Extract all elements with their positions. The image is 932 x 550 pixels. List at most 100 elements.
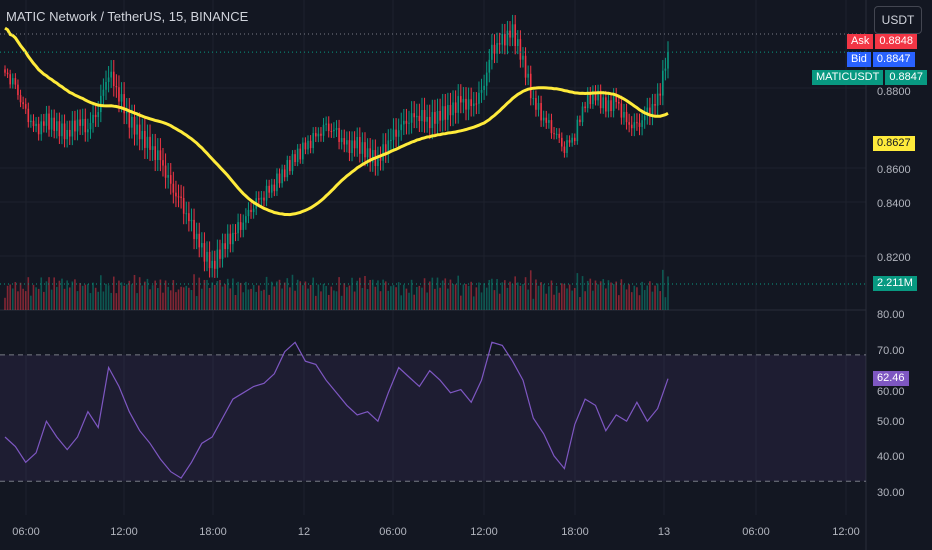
candle-body	[566, 140, 568, 153]
candle-body	[164, 165, 167, 178]
candle-body	[524, 55, 527, 78]
last-price-tag: MATICUSDT 0.8847	[812, 70, 928, 85]
volume-bar	[84, 284, 87, 310]
candle-body	[50, 117, 53, 130]
candle-body	[24, 104, 27, 109]
candle-body	[22, 102, 24, 105]
volume-bar	[203, 279, 206, 310]
candle-body	[628, 122, 630, 125]
price-axis-label: 0.8800	[877, 86, 911, 98]
volume-bar	[141, 285, 144, 310]
candle-body	[340, 138, 343, 142]
volume-bar	[289, 287, 291, 310]
candle-body	[623, 111, 625, 118]
volume-bar	[45, 281, 48, 310]
rsi-axis-label: 40.00	[877, 451, 905, 463]
candle-body	[610, 100, 612, 111]
volume-bar	[504, 280, 506, 310]
candle-body	[636, 122, 638, 124]
volume-bar	[532, 298, 535, 310]
candle-body	[221, 243, 224, 259]
volume-bar	[545, 293, 548, 310]
candle-body	[242, 222, 245, 230]
candle-body	[540, 103, 542, 121]
volume-bar	[74, 279, 76, 310]
volume-bar	[327, 294, 330, 310]
candle-body	[359, 136, 361, 154]
candle-body	[110, 71, 112, 78]
candle-body	[252, 208, 255, 213]
volume-bar	[154, 280, 157, 310]
candle-body	[172, 183, 175, 193]
volume-bar	[441, 280, 444, 310]
candle-body	[548, 120, 550, 123]
candle-body	[4, 69, 6, 73]
candle-body	[392, 129, 395, 140]
candle-body	[594, 90, 597, 101]
volume-bar	[480, 292, 483, 310]
volume-bar	[410, 279, 413, 310]
volume-bar	[509, 281, 511, 310]
time-axis-label: 18:00	[561, 526, 589, 538]
candle-body	[418, 115, 421, 122]
volume-bar	[558, 292, 561, 310]
candle-body	[343, 138, 346, 145]
candle-body	[651, 104, 654, 117]
candle-body	[63, 123, 66, 140]
candlestick-series	[4, 14, 669, 278]
candle-body	[304, 142, 307, 150]
candle-body	[138, 124, 141, 140]
candle-body	[462, 98, 465, 103]
volume-bar	[278, 279, 281, 310]
candle-body	[545, 117, 548, 123]
volume-bar	[172, 280, 175, 310]
volume-bar	[151, 285, 154, 310]
volume-bar	[405, 288, 408, 310]
volume-bar	[576, 273, 579, 310]
candle-body	[400, 124, 403, 131]
candle-body	[190, 219, 193, 222]
candle-body	[107, 77, 110, 82]
volume-bar	[400, 295, 403, 310]
candle-body	[169, 175, 172, 184]
candle-body	[475, 103, 478, 105]
ask-label: Ask	[847, 34, 874, 49]
candle-body	[630, 124, 633, 129]
volume-bar	[17, 291, 19, 310]
candle-body	[509, 30, 511, 38]
currency-button[interactable]: USDT	[874, 6, 922, 34]
candle-body	[92, 114, 94, 123]
volume-bar	[213, 284, 216, 310]
volume-bar	[245, 281, 247, 310]
volume-bar	[250, 288, 252, 310]
candle-body	[371, 150, 374, 163]
candle-body	[467, 99, 470, 110]
volume-bar	[120, 282, 123, 310]
price-axis-label: 0.8200	[877, 252, 911, 264]
candle-body	[79, 119, 81, 126]
candle-body	[607, 100, 610, 112]
volume-bar	[24, 291, 27, 310]
volume-bar	[421, 287, 423, 310]
candle-body	[35, 123, 37, 127]
candle-body	[377, 157, 379, 167]
candle-body	[470, 99, 472, 107]
volume-bar	[211, 282, 213, 310]
volume-bar	[418, 285, 421, 310]
time-axis-label: 12	[297, 526, 311, 538]
volume-bar	[294, 290, 296, 310]
volume-bar	[198, 277, 201, 310]
candle-body	[646, 107, 649, 116]
candle-body	[444, 106, 447, 120]
volume-bar	[636, 287, 638, 310]
candle-body	[602, 97, 605, 109]
rsi-axis-label: 50.00	[877, 416, 905, 428]
volume-bar	[390, 286, 392, 310]
candle-body	[333, 129, 335, 132]
candle-body	[276, 173, 278, 192]
volume-bar	[351, 277, 353, 310]
candle-body	[239, 222, 242, 230]
volume-bar	[605, 288, 607, 310]
volume-bar	[646, 285, 649, 310]
